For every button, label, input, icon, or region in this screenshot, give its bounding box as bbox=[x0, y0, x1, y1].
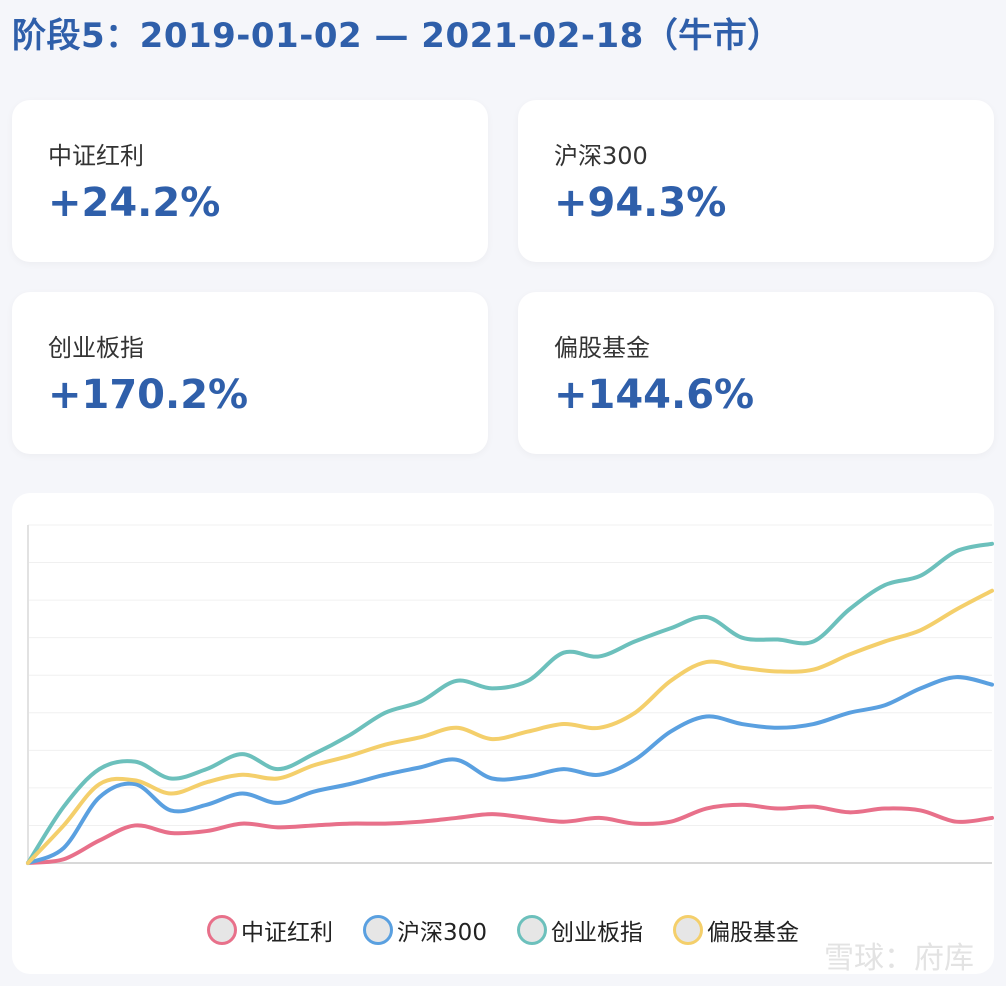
series-line-0 bbox=[26, 802, 994, 865]
stat-card-dividend: 中证红利 +24.2% bbox=[12, 100, 488, 262]
stat-card-value: +94.3% bbox=[554, 180, 727, 226]
legend-label: 沪深300 bbox=[397, 920, 487, 946]
stat-card-label: 偏股基金 bbox=[554, 334, 650, 362]
legend-item[interactable]: 沪深300 bbox=[363, 913, 487, 947]
stat-card-value: +144.6% bbox=[554, 372, 755, 418]
stat-card-equity-fund: 偏股基金 +144.6% bbox=[518, 292, 994, 454]
legend-label: 偏股基金 bbox=[706, 920, 799, 946]
page-title: 阶段5：2019-01-02 — 2021-02-18（牛市） bbox=[12, 16, 782, 56]
legend-swatch-0 bbox=[207, 915, 238, 945]
legend-item[interactable]: 偏股基金 bbox=[672, 913, 799, 947]
legend-label: 创业板指 bbox=[550, 920, 643, 946]
stat-card-label: 沪深300 bbox=[554, 142, 648, 170]
legend-swatch-1 bbox=[363, 915, 394, 945]
series-line-2 bbox=[26, 541, 994, 865]
stat-card-value: +24.2% bbox=[48, 180, 221, 226]
legend-item[interactable]: 中证红利 bbox=[207, 913, 333, 947]
series-line-3 bbox=[26, 588, 994, 865]
legend-item[interactable]: 创业板指 bbox=[516, 913, 643, 947]
watermark: 雪球：府库 bbox=[824, 941, 974, 976]
legend-swatch-2 bbox=[516, 915, 547, 945]
legend-label: 中证红利 bbox=[241, 920, 334, 946]
stat-card-chinext: 创业板指 +170.2% bbox=[12, 292, 488, 454]
stat-card-csi300: 沪深300 +94.3% bbox=[518, 100, 994, 262]
legend-swatch-3 bbox=[672, 915, 703, 945]
stat-card-value: +170.2% bbox=[48, 372, 249, 418]
stat-card-label: 中证红利 bbox=[48, 142, 144, 170]
chart-card: 中证红利 沪深300 创业板指 偏股基金 雪球：府库 bbox=[12, 493, 994, 976]
chart-legend: 中证红利 沪深300 创业板指 偏股基金 bbox=[12, 913, 994, 947]
line-chart bbox=[26, 524, 994, 865]
stat-card-label: 创业板指 bbox=[48, 334, 144, 362]
series-line-1 bbox=[26, 675, 994, 865]
